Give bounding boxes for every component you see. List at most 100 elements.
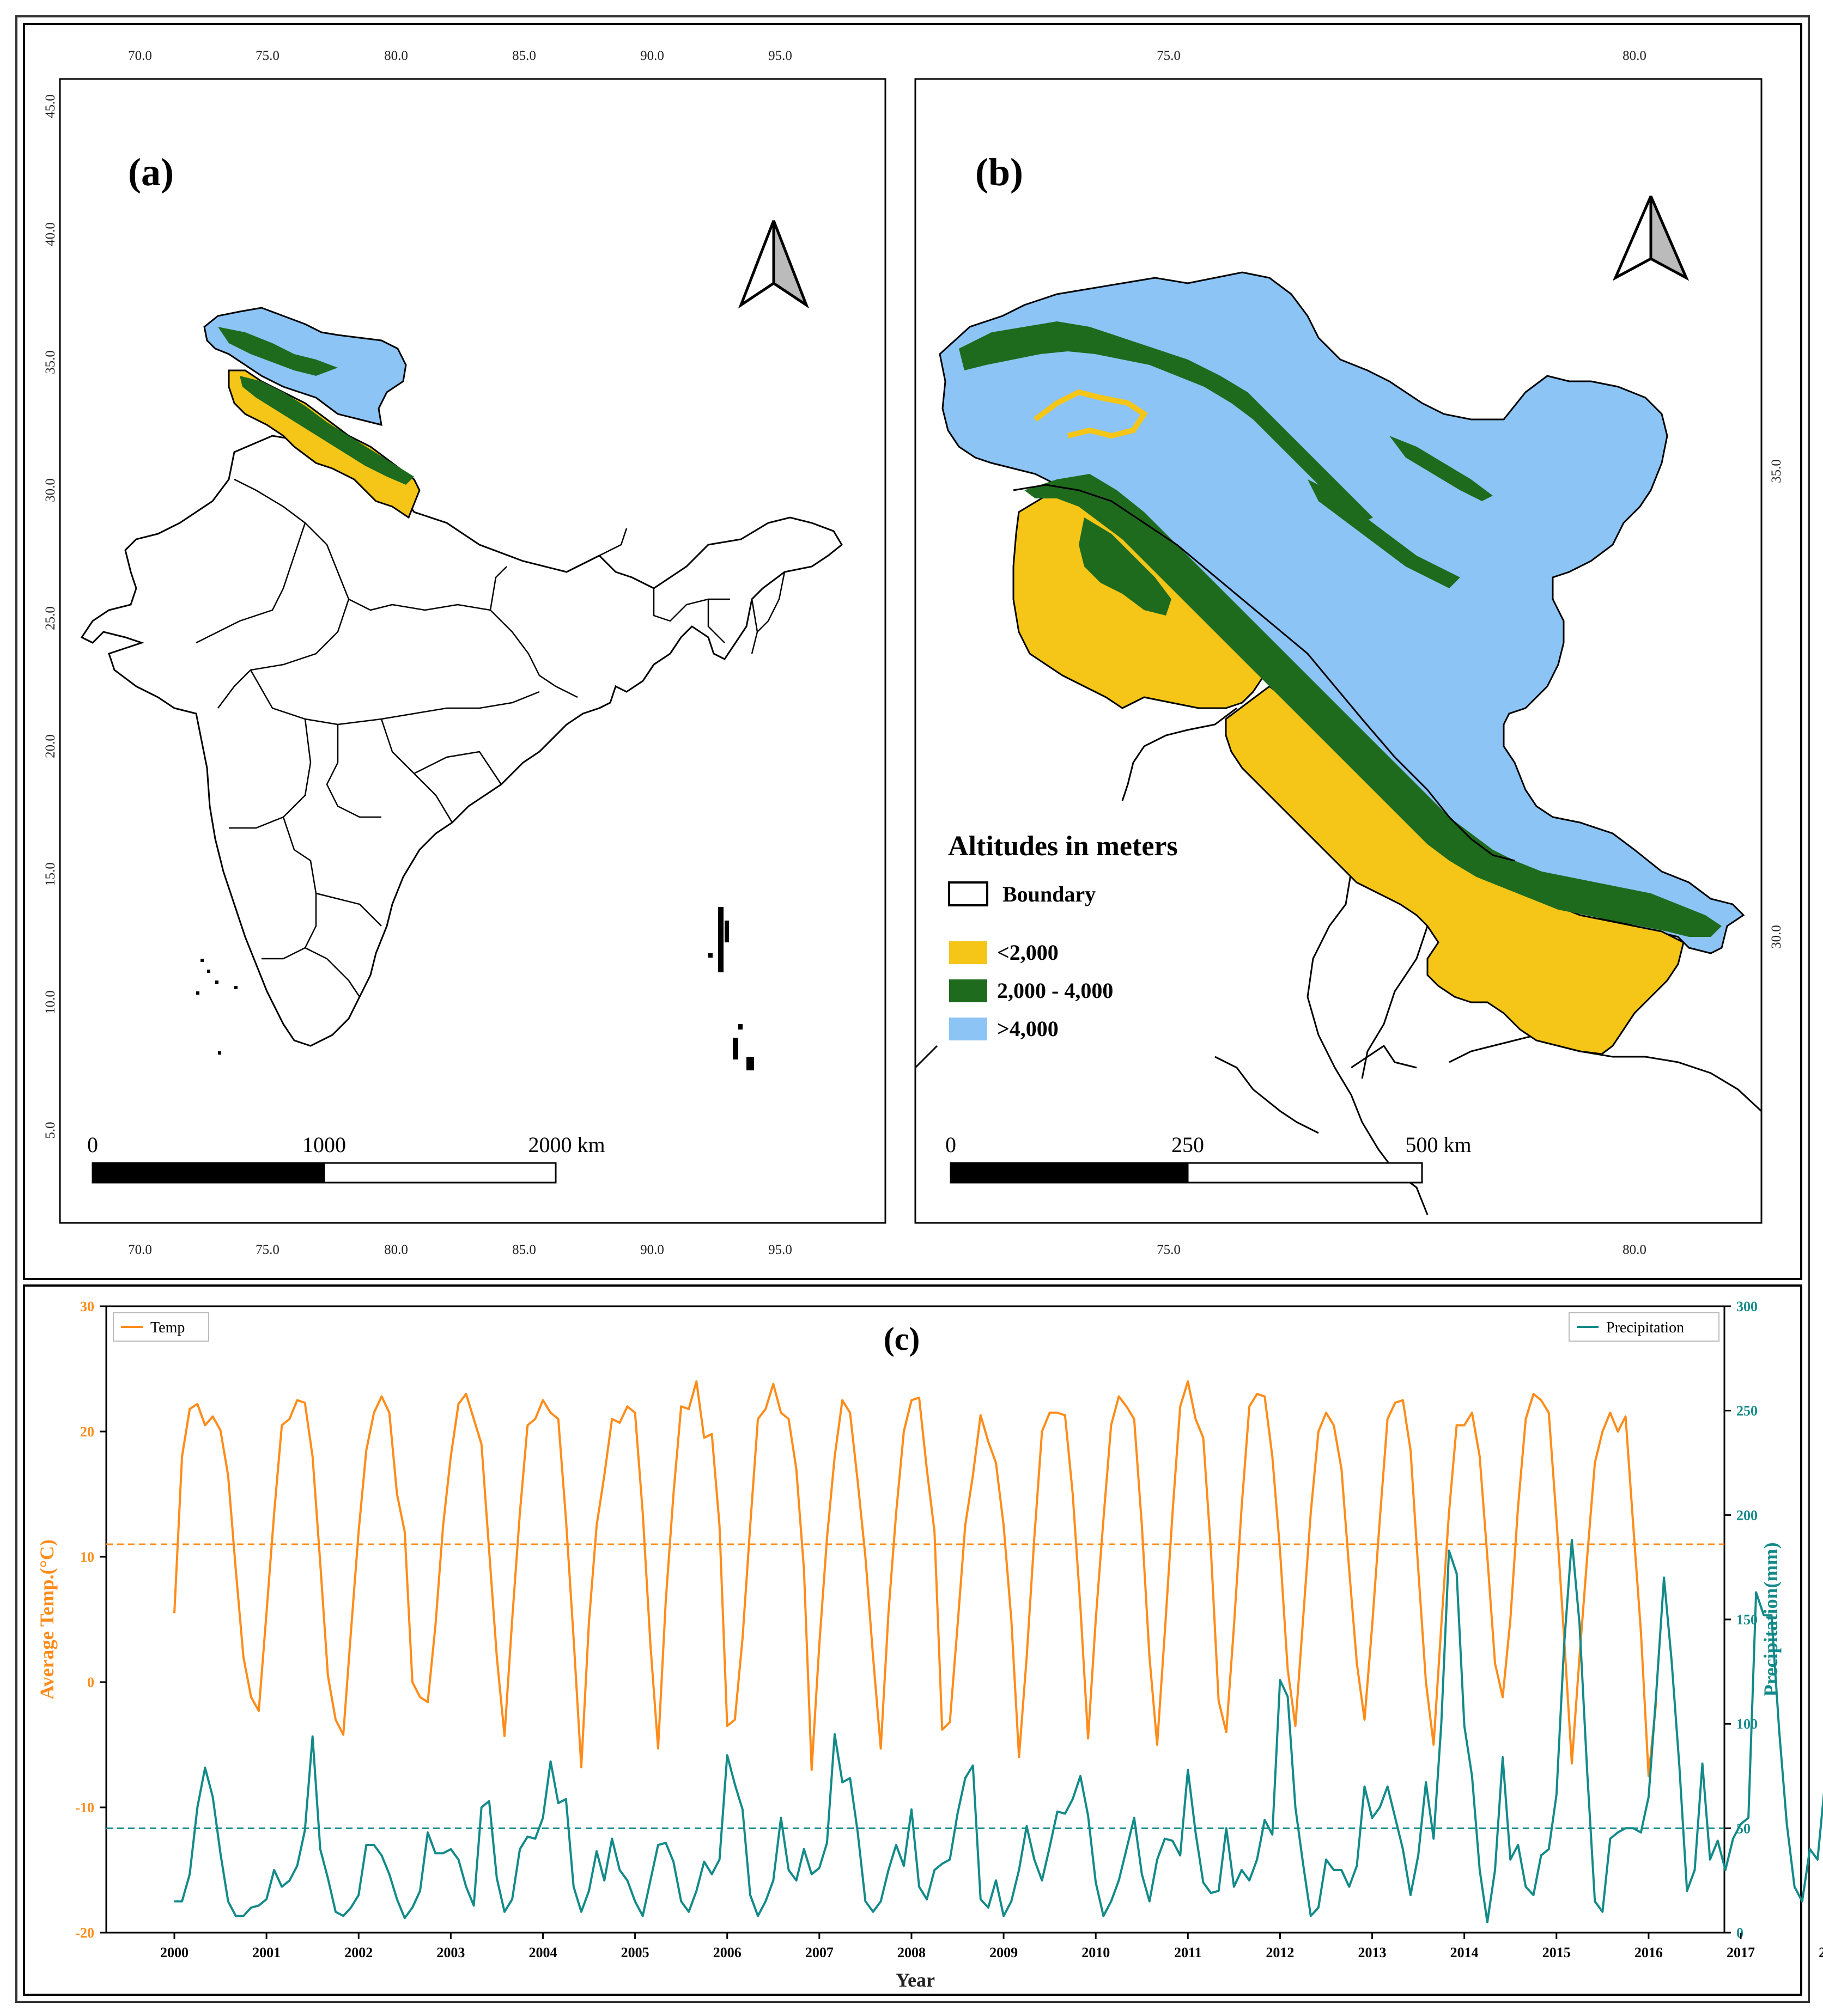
scale-label: 1000 — [302, 1132, 346, 1157]
legend-swatch — [949, 979, 987, 1002]
tick-label: 0 — [1736, 1925, 1743, 1941]
panel-a-india-map: 70.0 75.0 80.0 85.0 90.0 95.0 70.0 75.0 … — [43, 48, 886, 1257]
maps-frame — [23, 23, 1802, 1280]
tick-label: 80.0 — [1623, 48, 1646, 63]
north-arrow-icon — [1612, 196, 1690, 281]
panel-b-label: (b) — [975, 150, 1023, 194]
legend-item-low: <2,000 — [949, 940, 1059, 965]
tick-label: 80.0 — [384, 48, 408, 63]
tick-label: 75.0 — [256, 48, 279, 63]
tick-label: 2018 — [1819, 1945, 1823, 1960]
tick-label: 80.0 — [1623, 1243, 1646, 1257]
panel-a-scale-bar: 0 1000 2000 km — [87, 1132, 605, 1184]
tick-label: -10 — [75, 1800, 94, 1816]
tick-label: 2016 — [1634, 1945, 1663, 1960]
legend-label: Temp — [150, 1319, 185, 1336]
chart-title: (c) — [884, 1321, 920, 1357]
series-lines — [173, 1380, 1823, 1923]
tick-label: 2005 — [621, 1945, 649, 1960]
tick-label: 2015 — [1542, 1945, 1571, 1960]
legend-swatch — [948, 881, 988, 906]
tick-label: 20 — [80, 1424, 94, 1440]
legend-item-high: >4,000 — [949, 1016, 1059, 1041]
tick-label: 2010 — [1081, 1945, 1110, 1960]
temp-series-line — [173, 1380, 1657, 1777]
tick-label: 10.0 — [43, 990, 58, 1014]
y-axis-label-right: Precipitation(mm) — [1760, 1542, 1782, 1696]
panel-a-x-ticks-top: 70.0 75.0 80.0 85.0 90.0 95.0 — [128, 48, 792, 63]
chart-frame — [23, 1284, 1802, 1996]
tick-label: -20 — [75, 1925, 94, 1941]
tick-label: 35.0 — [1769, 459, 1784, 483]
tick-label: 15.0 — [43, 862, 58, 886]
tick-label: 75.0 — [1157, 1243, 1181, 1257]
x-axis-label: Year — [896, 1969, 935, 1991]
y-axis-label-left: Average Temp.(°C) — [36, 1539, 58, 1700]
tick-label: 2004 — [528, 1945, 557, 1960]
tick-label: 0 — [87, 1674, 94, 1690]
river-line — [1034, 389, 1148, 439]
mean-lines — [106, 1543, 1724, 1829]
tick-label: 2017 — [1727, 1945, 1755, 1960]
legend-label: Precipitation — [1606, 1319, 1684, 1336]
tick-label: 10 — [80, 1549, 94, 1565]
scale-label: 2000 km — [528, 1132, 605, 1157]
mid-altitude-region — [959, 321, 1722, 937]
tick-label: 2014 — [1450, 1945, 1479, 1960]
tick-label: 85.0 — [512, 48, 536, 63]
tick-label: 200 — [1736, 1507, 1758, 1523]
panel-b-jk-map: 75.0 80.0 75.0 80.0 35.0 30.0 (b) — [914, 48, 1784, 1257]
state-boundaries — [196, 478, 786, 997]
x-axis-ticks: 2000 2001 2002 2003 2004 2005 2006 2007 2008 2009… — [160, 1933, 1823, 1960]
tick-label: 30 — [80, 1299, 94, 1314]
tick-label: 95.0 — [768, 48, 792, 63]
tick-label: 2012 — [1266, 1945, 1294, 1960]
tick-label: 2002 — [344, 1945, 373, 1960]
tick-label: 2008 — [897, 1945, 926, 1960]
legend-temp: Temp — [113, 1312, 209, 1342]
tick-label: 2011 — [1174, 1945, 1202, 1960]
scale-label: 0 — [87, 1132, 98, 1157]
tick-label: 250 — [1736, 1403, 1758, 1419]
internal-boundary — [1013, 484, 1515, 862]
scale-label: 500 km — [1405, 1132, 1471, 1157]
legend-label: >4,000 — [997, 1016, 1059, 1041]
altitude-legend: Altitudes in meters Boundary <2,000 2,00… — [948, 831, 1178, 1041]
tick-label: 300 — [1736, 1299, 1758, 1314]
tick-label: 35.0 — [43, 350, 58, 374]
tick-label: 85.0 — [512, 1243, 536, 1257]
tick-label: 45.0 — [43, 94, 58, 118]
north-arrow-icon — [738, 220, 810, 309]
tick-label: 2006 — [713, 1945, 742, 1960]
precip-series-line — [174, 1539, 1823, 1923]
panel-b-scale-bar: 0 250 500 km — [945, 1132, 1472, 1184]
outer-frame — [15, 15, 1810, 2003]
tick-label: 2009 — [989, 1945, 1018, 1960]
islands — [196, 907, 754, 1070]
tick-label: 75.0 — [1157, 48, 1181, 63]
scale-label: 0 — [945, 1132, 956, 1157]
legend-swatch — [949, 1018, 987, 1040]
tick-label: 95.0 — [768, 1243, 792, 1257]
panel-a-x-ticks-bottom: 70.0 75.0 80.0 85.0 90.0 95.0 — [128, 1243, 792, 1257]
jk-mid-altitude — [240, 376, 414, 485]
tick-label: 5.0 — [43, 1122, 58, 1138]
tick-label: 20.0 — [43, 734, 58, 758]
panel-a-y-ticks: 45.0 40.0 35.0 30.0 25.0 20.0 15.0 10.0 … — [43, 94, 58, 1139]
tick-label: 2001 — [252, 1945, 281, 1960]
tick-label: 2000 — [160, 1945, 189, 1960]
tick-label: 40.0 — [43, 222, 58, 246]
tick-label: 2003 — [436, 1945, 465, 1960]
legend-item-mid: 2,000 - 4,000 — [949, 978, 1113, 1003]
tick-label: 2013 — [1358, 1945, 1387, 1960]
tick-label: 70.0 — [128, 48, 152, 63]
legend-item-boundary: Boundary — [948, 881, 1096, 906]
legend-label: <2,000 — [997, 940, 1059, 965]
panel-a-label: (a) — [128, 150, 174, 194]
tick-label: 30.0 — [1769, 925, 1784, 949]
left-axis-ticks: 30 20 10 0 -10 -20 — [75, 1299, 106, 1941]
tick-label: 2007 — [805, 1945, 834, 1960]
legend-label: 2,000 - 4,000 — [997, 978, 1113, 1003]
